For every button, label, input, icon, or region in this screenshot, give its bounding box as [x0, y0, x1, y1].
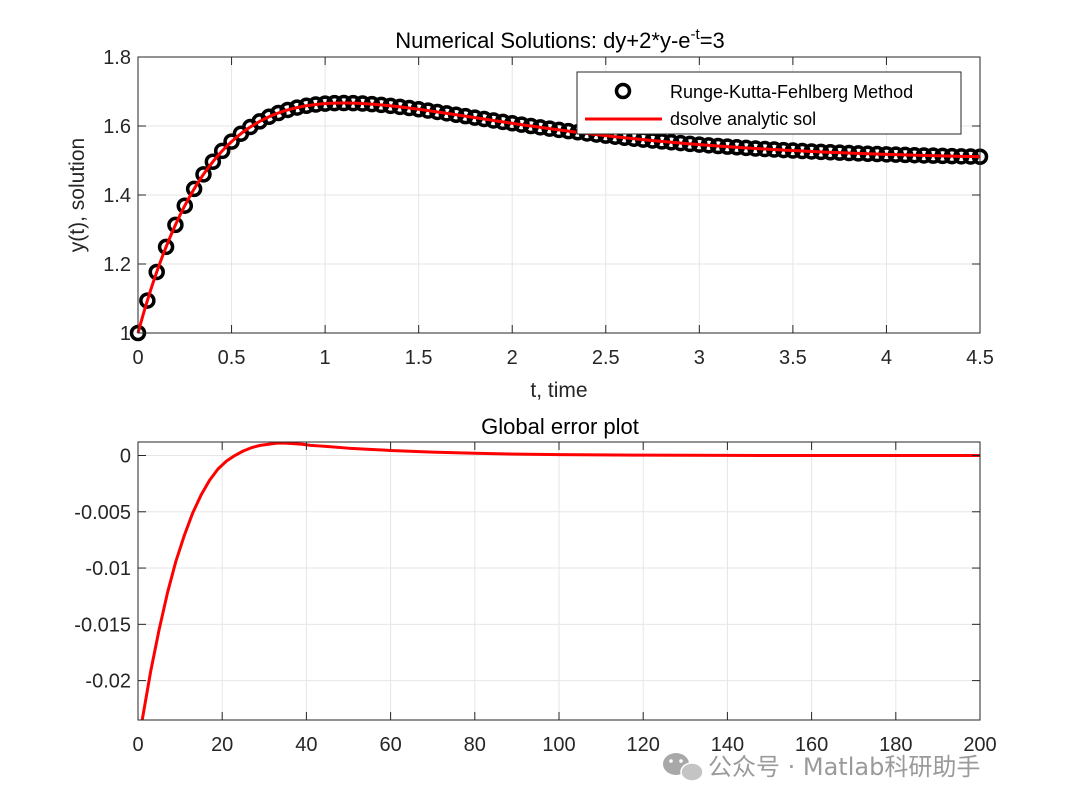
error-plot-xtick-label: 100	[542, 734, 575, 756]
rkf-marker	[223, 133, 240, 150]
solution-plot-ytick-label: 1.6	[103, 116, 131, 138]
legend-label-analytic: dsolve analytic sol	[670, 109, 816, 129]
solution-plot-ytick-label: 1.2	[103, 254, 131, 276]
error-plot-ytick-label: -0.005	[74, 502, 131, 524]
error-plot-ytick-label: -0.02	[85, 671, 131, 693]
error-plot-xtick-label: 160	[795, 734, 828, 756]
solution-plot-xtick-label: 0.5	[218, 347, 246, 369]
error-plot-xtick-label: 200	[963, 734, 996, 756]
error-plot-ytick-label: 0	[120, 446, 131, 468]
solution-plot-ytick-label: 1	[120, 323, 131, 345]
solution-plot-ytick-label: 1.4	[103, 185, 131, 207]
rkf-marker	[279, 101, 296, 119]
rkf-marker	[148, 263, 165, 281]
rkf-marker	[270, 104, 287, 122]
legend-marker-rkf	[614, 82, 632, 100]
error-plot-series	[140, 441, 980, 721]
error-plot-xtick-label: 140	[711, 734, 744, 756]
solution-plot-xtick-label: 0	[132, 347, 143, 369]
solution-plot-xtick-label: 1	[320, 347, 331, 369]
error-plot-ticks: 0 20 40 60 80 100 120 140 160 180 200 0 -0.005 -0.01 -…	[74, 442, 997, 756]
rkf-marker	[185, 180, 203, 198]
error-plot-xtick-label: 0	[132, 734, 143, 756]
error-plot-grid	[137, 442, 981, 720]
solution-plot-xtick-label: 2.5	[592, 347, 620, 369]
legend: Runge-Kutta-Fehlberg Method dsolve analy…	[576, 71, 962, 135]
legend-box	[576, 71, 962, 135]
rkf-marker	[176, 197, 194, 214]
error-plot-ytick-label: -0.015	[74, 614, 131, 636]
watermark-text: 公众号 · Matlab科研助手	[708, 753, 980, 781]
error-plot-xtick-label: 80	[464, 734, 486, 756]
solution-plot-xlabel: t, time	[530, 379, 587, 402]
watermark: 公众号 · Matlab科研助手	[663, 753, 980, 782]
solution-plot-xtick-label: 4	[881, 347, 892, 369]
solution-plot-title: Numerical Solutions: dy+2*y-e-t=3	[395, 26, 725, 53]
error-plot-ytick-label: -0.01	[85, 558, 131, 580]
analytic-solution-line	[136, 101, 981, 334]
solution-plot-xtick-label: 3.5	[779, 347, 807, 369]
rkf-marker	[139, 292, 156, 309]
error-plot-xtick-label: 180	[879, 734, 912, 756]
rkf-marker	[204, 153, 222, 171]
rkf-marker	[167, 216, 184, 234]
rkf-marker	[157, 238, 175, 256]
solution-plot-xtick-label: 1.5	[405, 347, 433, 369]
rkf-marker	[260, 108, 278, 126]
error-plot-xtick-label: 120	[627, 734, 660, 756]
solution-plot-xtick-label: 2	[507, 347, 518, 369]
rkf-marker	[213, 142, 231, 160]
solution-plot-ylabel: y(t), solution	[66, 138, 89, 252]
error-plot-xtick-label: 20	[211, 734, 233, 756]
solution-plot-xtick-label: 4.5	[966, 347, 994, 369]
error-line	[140, 441, 980, 721]
error-plot-xtick-label: 60	[379, 734, 401, 756]
wechat-icon	[663, 753, 704, 782]
error-plot-xtick-label: 40	[295, 734, 317, 756]
error-plot-title: Global error plot	[481, 414, 639, 439]
solution-plot-series	[129, 94, 989, 342]
error-plot: 0 20 40 60 80 100 120 140 160 180 200 0 -0.005 -0.01 -…	[74, 414, 996, 756]
solution-plot-ticks: 0 0.5 1 1.5 2 2.5 3 3.5 4 4.5 1 1.2 1.4 1.6 1.8	[103, 47, 994, 369]
solution-plot: 0 0.5 1 1.5 2 2.5 3 3.5 4 4.5 1 1.2 1.4 1.6 1.8 Numeri…	[66, 26, 994, 402]
solution-plot-xtick-label: 3	[694, 347, 705, 369]
solution-plot-ytick-label: 1.8	[103, 47, 131, 69]
legend-label-rkf: Runge-Kutta-Fehlberg Method	[670, 82, 913, 102]
rkf-marker	[195, 166, 212, 183]
